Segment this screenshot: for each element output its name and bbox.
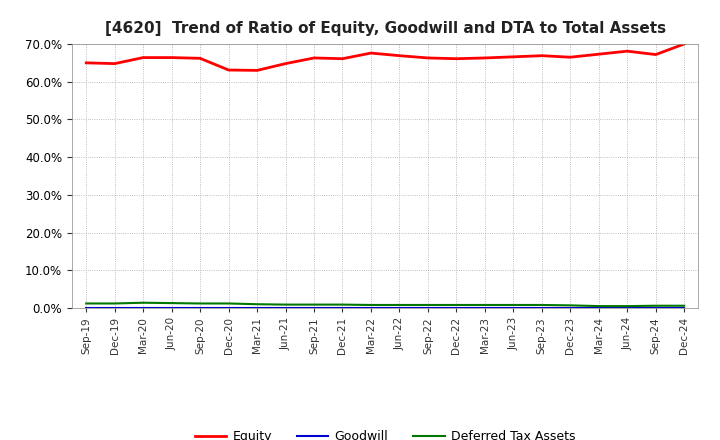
Equity	[595, 51, 603, 57]
Deferred Tax Assets	[82, 301, 91, 306]
Deferred Tax Assets	[253, 301, 261, 307]
Deferred Tax Assets	[452, 302, 461, 308]
Equity	[338, 56, 347, 61]
Equity	[395, 53, 404, 59]
Equity	[310, 55, 318, 61]
Equity	[139, 55, 148, 60]
Equity	[652, 52, 660, 57]
Deferred Tax Assets	[167, 301, 176, 306]
Goodwill	[509, 305, 518, 311]
Deferred Tax Assets	[139, 300, 148, 305]
Goodwill	[253, 305, 261, 311]
Equity	[82, 60, 91, 66]
Deferred Tax Assets	[480, 302, 489, 308]
Goodwill	[225, 305, 233, 311]
Deferred Tax Assets	[680, 303, 688, 308]
Equity	[225, 67, 233, 73]
Equity	[480, 55, 489, 61]
Goodwill	[452, 305, 461, 311]
Deferred Tax Assets	[366, 302, 375, 308]
Equity	[110, 61, 119, 66]
Deferred Tax Assets	[395, 302, 404, 308]
Deferred Tax Assets	[282, 302, 290, 307]
Equity	[537, 53, 546, 59]
Deferred Tax Assets	[623, 304, 631, 309]
Goodwill	[338, 305, 347, 311]
Equity	[253, 68, 261, 73]
Goodwill	[196, 305, 204, 311]
Goodwill	[680, 305, 688, 311]
Goodwill	[139, 305, 148, 311]
Equity	[509, 54, 518, 59]
Goodwill	[167, 305, 176, 311]
Title: [4620]  Trend of Ratio of Equity, Goodwill and DTA to Total Assets: [4620] Trend of Ratio of Equity, Goodwil…	[104, 21, 666, 36]
Goodwill	[366, 305, 375, 311]
Equity	[366, 51, 375, 56]
Equity	[623, 48, 631, 54]
Goodwill	[480, 305, 489, 311]
Deferred Tax Assets	[652, 303, 660, 308]
Goodwill	[595, 305, 603, 311]
Goodwill	[652, 305, 660, 311]
Deferred Tax Assets	[423, 302, 432, 308]
Equity	[282, 61, 290, 66]
Equity	[167, 55, 176, 60]
Deferred Tax Assets	[338, 302, 347, 307]
Deferred Tax Assets	[196, 301, 204, 306]
Deferred Tax Assets	[509, 302, 518, 308]
Equity	[196, 56, 204, 61]
Goodwill	[566, 305, 575, 311]
Goodwill	[110, 305, 119, 311]
Legend: Equity, Goodwill, Deferred Tax Assets: Equity, Goodwill, Deferred Tax Assets	[190, 425, 580, 440]
Goodwill	[395, 305, 404, 311]
Equity	[423, 55, 432, 61]
Deferred Tax Assets	[225, 301, 233, 306]
Line: Equity: Equity	[86, 44, 684, 70]
Deferred Tax Assets	[110, 301, 119, 306]
Goodwill	[537, 305, 546, 311]
Deferred Tax Assets	[566, 303, 575, 308]
Equity	[452, 56, 461, 61]
Goodwill	[310, 305, 318, 311]
Line: Deferred Tax Assets: Deferred Tax Assets	[86, 303, 684, 306]
Goodwill	[423, 305, 432, 311]
Goodwill	[623, 305, 631, 311]
Deferred Tax Assets	[310, 302, 318, 307]
Deferred Tax Assets	[595, 304, 603, 309]
Equity	[680, 41, 688, 47]
Equity	[566, 55, 575, 60]
Goodwill	[82, 305, 91, 311]
Deferred Tax Assets	[537, 302, 546, 308]
Goodwill	[282, 305, 290, 311]
